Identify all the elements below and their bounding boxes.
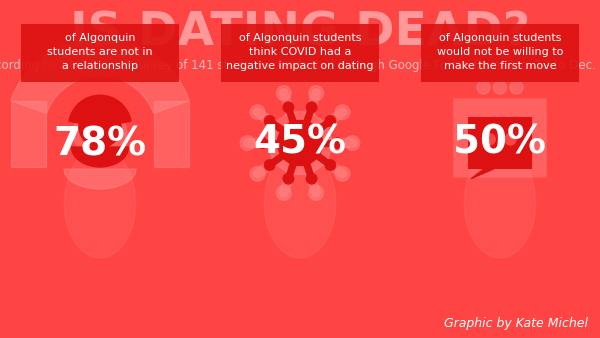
Polygon shape (64, 148, 136, 258)
FancyBboxPatch shape (221, 24, 379, 82)
Circle shape (484, 134, 495, 145)
Circle shape (277, 86, 291, 100)
Circle shape (309, 86, 323, 100)
Circle shape (335, 167, 350, 181)
Text: 50%: 50% (454, 124, 547, 162)
Circle shape (505, 134, 516, 145)
FancyBboxPatch shape (453, 98, 547, 178)
Polygon shape (464, 148, 536, 258)
Circle shape (283, 173, 293, 184)
Circle shape (79, 106, 121, 148)
Polygon shape (64, 169, 136, 189)
Circle shape (265, 116, 275, 126)
Circle shape (493, 81, 506, 94)
Polygon shape (471, 169, 494, 178)
Circle shape (325, 160, 335, 170)
Circle shape (265, 160, 275, 170)
Circle shape (283, 102, 293, 113)
Circle shape (477, 81, 490, 94)
Text: of Algonquin students
think COVID had a
negative impact on dating: of Algonquin students think COVID had a … (226, 33, 374, 71)
Circle shape (307, 102, 317, 113)
Polygon shape (264, 148, 336, 258)
Polygon shape (154, 100, 189, 167)
Circle shape (73, 106, 127, 160)
Circle shape (309, 186, 323, 200)
Circle shape (332, 138, 343, 148)
Polygon shape (11, 100, 46, 167)
Circle shape (277, 186, 291, 200)
Text: of Algonquin
students are not in
a relationship: of Algonquin students are not in a relat… (47, 33, 153, 71)
Circle shape (510, 81, 523, 94)
Polygon shape (71, 147, 128, 167)
Text: IS DATING DEAD?: IS DATING DEAD? (70, 10, 530, 55)
Text: of Algonquin students
would not be willing to
make the first move: of Algonquin students would not be willi… (437, 33, 563, 71)
Text: 45%: 45% (254, 124, 347, 162)
Circle shape (335, 105, 350, 120)
Circle shape (345, 136, 360, 150)
Polygon shape (11, 38, 189, 114)
Text: 78%: 78% (53, 126, 146, 164)
Circle shape (307, 173, 317, 184)
Circle shape (250, 167, 265, 181)
Circle shape (257, 138, 268, 148)
Circle shape (269, 112, 331, 174)
FancyBboxPatch shape (421, 24, 579, 82)
Circle shape (325, 116, 335, 126)
Circle shape (240, 136, 255, 150)
Text: According to a Harbinger survey of 141 students conducted through Google Forms f: According to a Harbinger survey of 141 s… (0, 59, 600, 72)
FancyBboxPatch shape (21, 24, 179, 82)
FancyBboxPatch shape (468, 117, 532, 169)
Polygon shape (69, 95, 131, 123)
Circle shape (277, 121, 323, 166)
Circle shape (250, 105, 265, 120)
Text: Graphic by Kate Michel: Graphic by Kate Michel (444, 317, 588, 330)
